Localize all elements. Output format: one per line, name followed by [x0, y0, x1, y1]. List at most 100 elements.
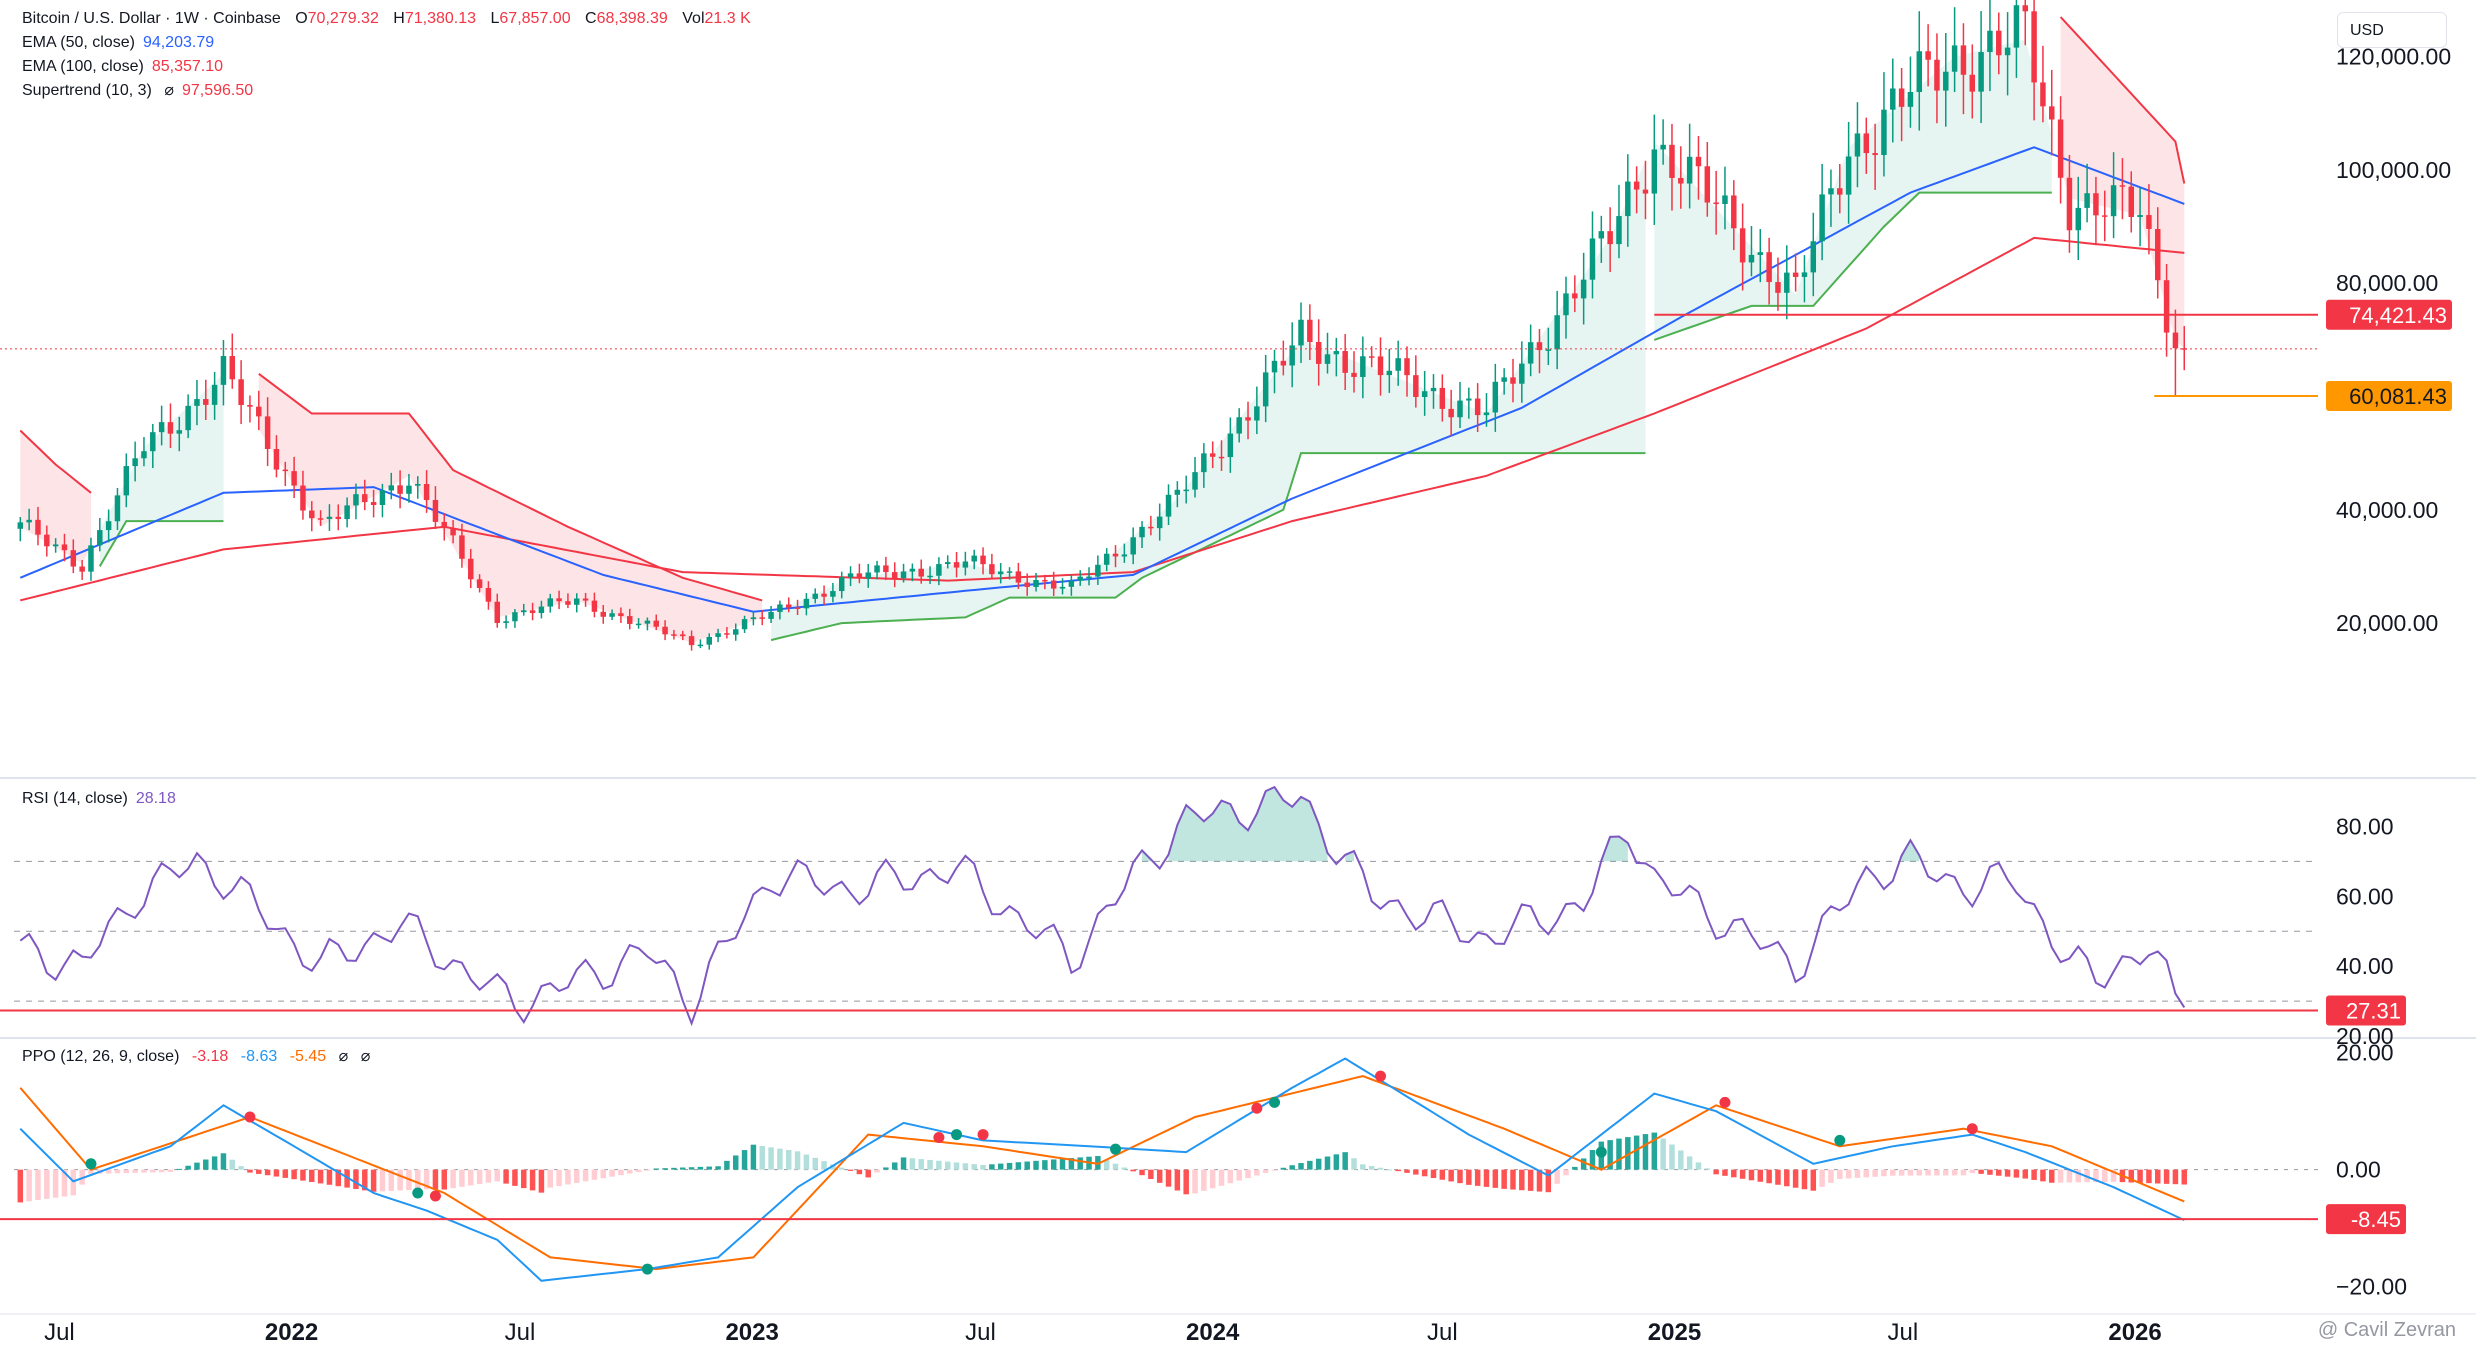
candle-body[interactable] — [494, 601, 500, 623]
candle-body[interactable] — [114, 495, 121, 522]
candle-body[interactable] — [1969, 74, 1976, 92]
candle-body[interactable] — [1536, 342, 1543, 351]
candle-body[interactable] — [167, 422, 174, 434]
candle-body[interactable] — [1139, 526, 1145, 538]
candle-body[interactable] — [803, 598, 810, 609]
candle-body[interactable] — [1236, 417, 1242, 434]
candle-body[interactable] — [388, 485, 395, 491]
candle-body[interactable] — [1837, 188, 1843, 195]
candle-body[interactable] — [1810, 241, 1817, 273]
candle-body[interactable] — [1289, 345, 1295, 366]
candle-body[interactable] — [238, 379, 244, 406]
candle-body[interactable] — [591, 600, 598, 612]
ppo-line[interactable] — [19, 1057, 2185, 1282]
candle-body[interactable] — [830, 591, 836, 597]
candle-body[interactable] — [1951, 45, 1958, 72]
candle-body[interactable] — [282, 469, 289, 472]
candle-body[interactable] — [1024, 582, 1030, 587]
candle-body[interactable] — [768, 611, 774, 619]
candle-body[interactable] — [1033, 579, 1039, 587]
candle-body[interactable] — [503, 621, 509, 623]
candle-body[interactable] — [1095, 564, 1101, 577]
candle-body[interactable] — [918, 568, 924, 577]
candle-body[interactable] — [1333, 351, 1340, 355]
candle-body[interactable] — [688, 636, 695, 646]
candle-body[interactable] — [1271, 360, 1278, 373]
candle-body[interactable] — [1068, 580, 1075, 587]
candle-body[interactable] — [1863, 133, 1870, 154]
candle-body[interactable] — [256, 406, 262, 417]
candle-body[interactable] — [953, 562, 960, 568]
candle-body[interactable] — [1130, 537, 1136, 555]
candle-body[interactable] — [185, 405, 191, 431]
candle-body[interactable] — [70, 550, 77, 567]
candle-body[interactable] — [1580, 279, 1587, 299]
candle-body[interactable] — [1686, 156, 1693, 184]
candle-body[interactable] — [653, 620, 659, 627]
candle-body[interactable] — [158, 422, 165, 433]
candle-body[interactable] — [874, 565, 880, 573]
candle-body[interactable] — [627, 616, 633, 624]
candle-body[interactable] — [1360, 356, 1366, 377]
candle-body[interactable] — [644, 620, 651, 624]
candle-body[interactable] — [856, 573, 863, 579]
ema50-legend[interactable]: EMA (50, close) 94,203.79 — [22, 32, 214, 54]
candle-body[interactable] — [1704, 166, 1711, 203]
candle-body[interactable] — [1439, 387, 1446, 409]
candle-body[interactable] — [944, 562, 951, 565]
candle-body[interactable] — [176, 430, 183, 434]
rsi-legend[interactable]: RSI (14, close) 28.18 — [22, 788, 176, 810]
candle-body[interactable] — [900, 571, 907, 579]
candle-body[interactable] — [1881, 109, 1887, 156]
supertrend-line-down[interactable] — [19, 429, 92, 494]
candle-body[interactable] — [609, 613, 615, 617]
candle-body[interactable] — [1183, 489, 1189, 492]
candle-body[interactable] — [450, 528, 456, 536]
candle-body[interactable] — [97, 530, 103, 546]
rsi-pane[interactable] — [0, 785, 2318, 1027]
candle-body[interactable] — [671, 634, 677, 636]
candle-body[interactable] — [2093, 193, 2099, 216]
candle-body[interactable] — [2040, 82, 2046, 107]
candle-body[interactable] — [264, 416, 271, 450]
candle-body[interactable] — [1103, 553, 1110, 565]
candle-body[interactable] — [1828, 188, 1834, 195]
candle-body[interactable] — [1748, 254, 1755, 263]
candle-body[interactable] — [1006, 571, 1013, 573]
candle-body[interactable] — [1545, 349, 1552, 351]
candle-body[interactable] — [997, 571, 1004, 575]
candle-body[interactable] — [229, 356, 236, 380]
candle-body[interactable] — [1943, 71, 1949, 91]
candle-body[interactable] — [794, 607, 801, 609]
candle-body[interactable] — [1669, 144, 1675, 178]
candle-body[interactable] — [2075, 207, 2082, 231]
candle-body[interactable] — [759, 617, 765, 619]
candle-body[interactable] — [370, 502, 377, 505]
candle-body[interactable] — [317, 518, 324, 520]
candle-body[interactable] — [2119, 185, 2126, 187]
candle-body[interactable] — [962, 561, 969, 568]
candle-body[interactable] — [1660, 144, 1666, 150]
candle-body[interactable] — [706, 636, 712, 645]
candle-body[interactable] — [273, 449, 280, 470]
candle-body[interactable] — [662, 626, 668, 635]
candle-body[interactable] — [1898, 88, 1905, 107]
candle-body[interactable] — [1209, 453, 1216, 457]
candle-body[interactable] — [2049, 106, 2055, 120]
candle-body[interactable] — [17, 522, 24, 529]
candle-body[interactable] — [141, 451, 147, 459]
candle-body[interactable] — [927, 575, 933, 578]
candle-body[interactable] — [1368, 356, 1375, 358]
candle-body[interactable] — [847, 573, 854, 578]
candle-body[interactable] — [1872, 153, 1878, 156]
currency-selector[interactable]: USD — [2337, 12, 2447, 48]
candle-body[interactable] — [335, 516, 342, 520]
candle-body[interactable] — [1978, 52, 1984, 92]
candle-body[interactable] — [1148, 526, 1154, 529]
candle-body[interactable] — [203, 399, 209, 405]
candle-body[interactable] — [1324, 354, 1331, 364]
candle-body[interactable] — [1925, 51, 1931, 60]
supertrend-line-down[interactable] — [258, 373, 763, 602]
candle-body[interactable] — [1642, 189, 1649, 194]
candle-body[interactable] — [697, 644, 704, 647]
